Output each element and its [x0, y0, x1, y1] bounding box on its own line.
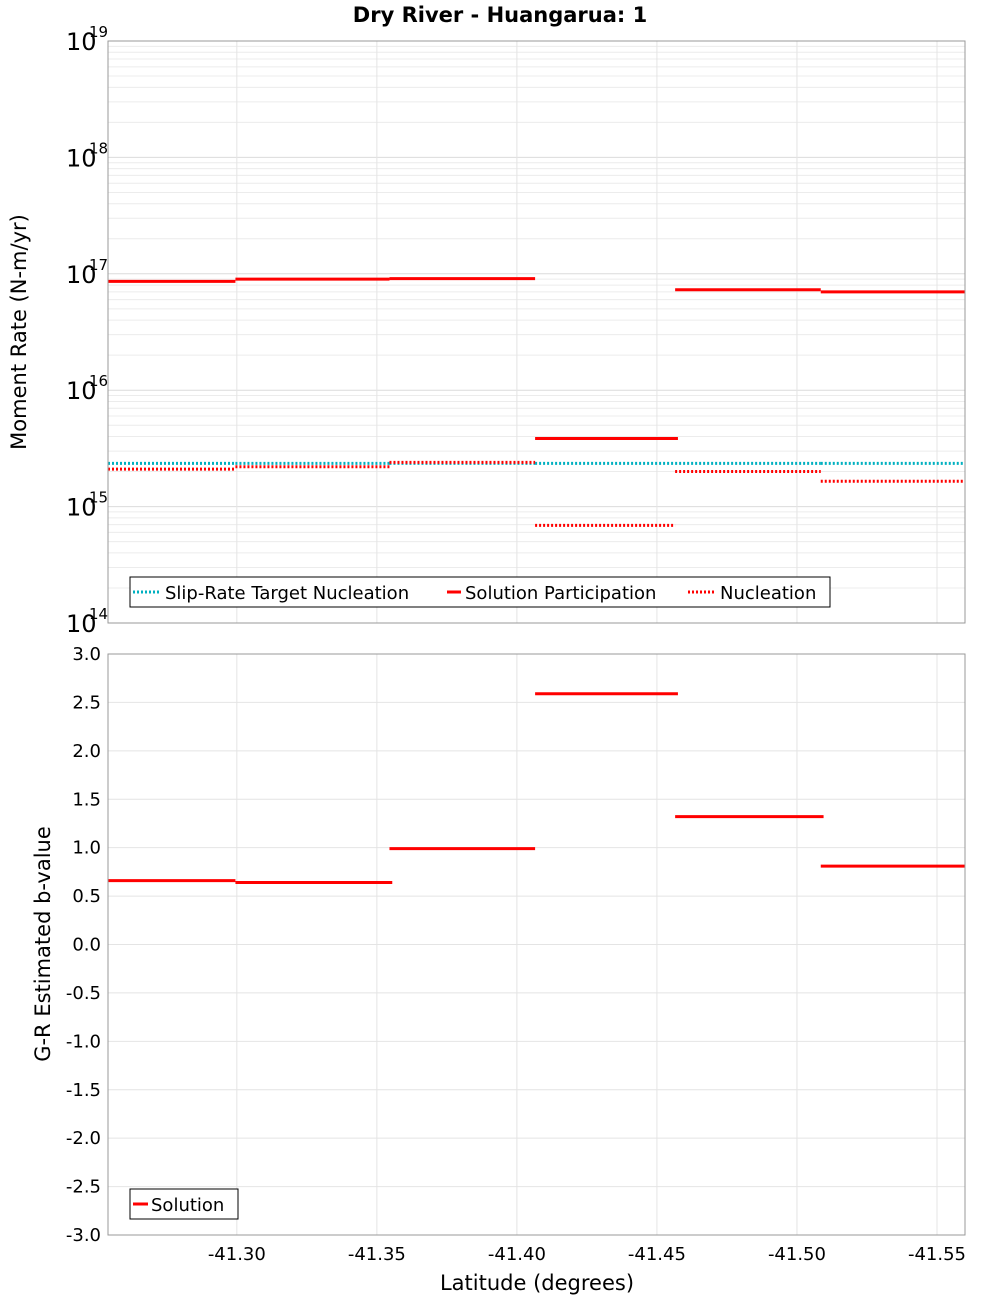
top-y-tick-label: 10: [66, 494, 97, 522]
bottom-y-tick-label: 2.5: [72, 692, 101, 713]
bottom-y-tick-label: 0.5: [72, 886, 101, 907]
bottom-series: [108, 692, 965, 885]
x-tick-label: -41.50: [768, 1244, 826, 1265]
top-y-tick-exponent: 19: [89, 23, 108, 41]
bottom-y-tick-label: 1.0: [72, 838, 101, 859]
x-tick-label: -41.40: [488, 1244, 546, 1265]
top-plot-frame: [107, 40, 966, 624]
top-y-tick-exponent: 17: [89, 256, 108, 274]
top-y-tick-exponent: 16: [89, 372, 108, 390]
top-y-tick-label: 10: [66, 144, 97, 172]
bottom-y-tick-label: 2.0: [72, 741, 101, 762]
top-y-tick-exponent: 18: [89, 139, 108, 157]
legend-label-solution: Solution: [151, 1195, 224, 1216]
x-tick-label: -41.30: [208, 1244, 266, 1265]
chart-title: Dry River - Huangarua: 1: [353, 3, 647, 27]
legend-label-nucleation: Nucleation: [720, 583, 816, 604]
bottom-y-tick-label: -3.0: [66, 1225, 101, 1246]
top-y-tick-exponent: 14: [89, 605, 108, 623]
bottom-y-ticks: -3.0 -2.5 -2.0 -1.5 -1.0 -0.5 0.0 0.5 1.0 1.5 2.0 2…: [66, 644, 101, 1246]
bottom-panel: -3.0 -2.5 -2.0 -1.5 -1.0 -0.5 0.0 0.5 1.0 1.5 2.0 2…: [31, 644, 966, 1295]
x-tick-label: -41.35: [348, 1244, 406, 1265]
bottom-y-tick-label: 3.0: [72, 644, 101, 665]
legend-label-solution-participation: Solution Participation: [465, 583, 656, 604]
top-legend: Slip-Rate Target Nucleation Solution Par…: [129, 576, 831, 608]
bottom-y-axis-label: G-R Estimated b-value: [31, 826, 55, 1062]
x-tick-label: -41.45: [628, 1244, 686, 1265]
bottom-y-tick-label: 1.5: [72, 789, 101, 810]
x-tick-label: -41.55: [908, 1244, 966, 1265]
top-y-tick-label: 10: [66, 261, 97, 289]
bottom-legend: Solution: [129, 1188, 239, 1220]
top-y-axis-label: Moment Rate (N-m/yr): [7, 214, 31, 450]
bottom-x-ticks: -41.30 -41.35 -41.40 -41.45 -41.50 -41.55: [208, 1244, 966, 1265]
bottom-y-tick-label: 0.0: [72, 935, 101, 956]
bottom-y-tick-label: -0.5: [66, 983, 101, 1004]
top-series: [108, 277, 965, 527]
top-y-tick-label: 10: [66, 377, 97, 405]
top-y-tick-exponent: 15: [89, 489, 108, 507]
bottom-y-tick-label: -1.0: [66, 1031, 101, 1052]
bottom-y-tick-label: -1.5: [66, 1080, 101, 1101]
top-y-tick-label: 10: [66, 610, 97, 638]
top-y-tick-label: 10: [66, 28, 97, 56]
bottom-y-tick-label: -2.0: [66, 1128, 101, 1149]
legend-label-slip-rate-target: Slip-Rate Target Nucleation: [165, 583, 409, 604]
bottom-plot-frame: [107, 653, 966, 1236]
x-axis-label: Latitude (degrees): [440, 1271, 634, 1295]
bottom-y-tick-label: -2.5: [66, 1177, 101, 1198]
